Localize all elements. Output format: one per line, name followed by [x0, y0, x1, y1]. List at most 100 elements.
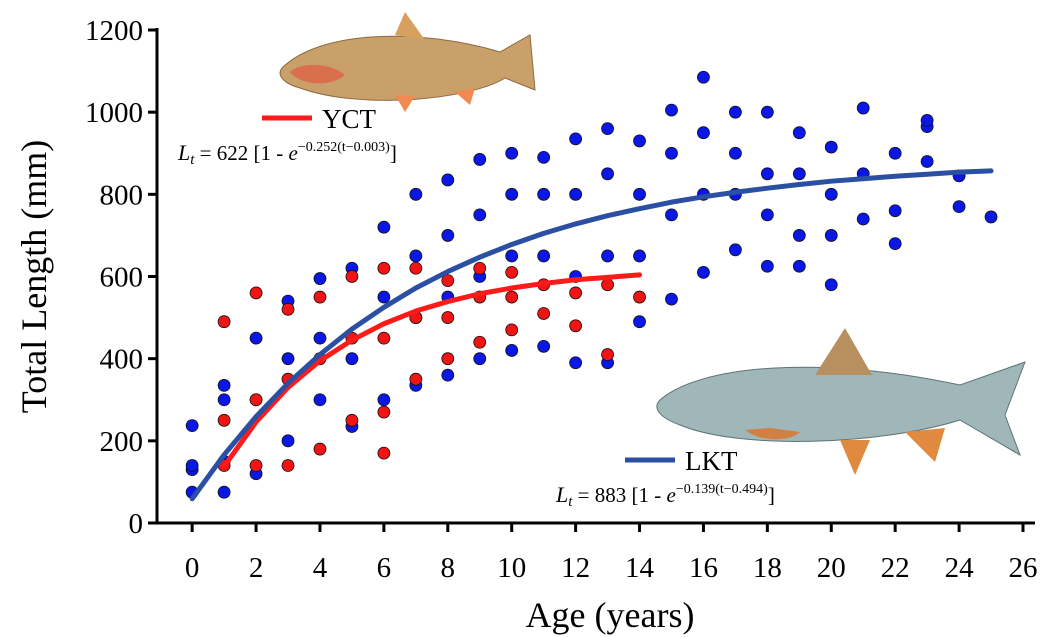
- x-tick-label: 6: [377, 552, 392, 584]
- data-point: [505, 344, 519, 357]
- data-point: [281, 302, 295, 316]
- x-axis-label: Age (years): [526, 595, 695, 635]
- data-point: [888, 237, 902, 251]
- data-point: [217, 393, 231, 407]
- data-point: [697, 126, 710, 140]
- data-point: [377, 393, 391, 407]
- x-tick-label: 24: [945, 552, 975, 584]
- data-point: [792, 167, 806, 181]
- data-point: [569, 356, 583, 370]
- equation-part: ]: [768, 483, 775, 507]
- x-tick-label: 22: [881, 552, 910, 584]
- data-point: [824, 278, 838, 292]
- data-point: [601, 167, 614, 181]
- data-point: [313, 442, 327, 456]
- data-point: [409, 187, 423, 201]
- data-point: [505, 146, 519, 160]
- data-point: [505, 323, 519, 337]
- equation: Lt = 883 [1 - e−0.139(t−0.494)]: [555, 482, 775, 510]
- fit-curve: [221, 272, 643, 469]
- data-point: [281, 352, 295, 366]
- data-point: [313, 272, 327, 285]
- data-point: [217, 378, 231, 392]
- data-point: [377, 290, 391, 304]
- x-tick-label: 14: [625, 552, 655, 584]
- data-point: [601, 122, 614, 136]
- x-tick-label: 8: [441, 552, 456, 584]
- data-point: [441, 311, 455, 324]
- data-point: [633, 290, 646, 304]
- data-point: [473, 208, 487, 222]
- data-point: [249, 286, 263, 300]
- data-point: [537, 307, 551, 320]
- data-point: [249, 459, 263, 472]
- data-point: [760, 208, 774, 222]
- data-point: [537, 249, 551, 263]
- equation-part: −0.252(t−0.003): [298, 140, 390, 155]
- data-point: [473, 335, 487, 349]
- equation-part: e: [667, 483, 676, 507]
- data-point: [569, 187, 583, 201]
- data-point: [952, 200, 966, 214]
- y-tick-label: 400: [100, 344, 144, 376]
- data-point: [505, 249, 519, 263]
- data-point: [537, 187, 551, 201]
- data-point: [888, 146, 902, 160]
- equation-part: e: [289, 141, 298, 165]
- y-tick-label: 600: [100, 262, 144, 294]
- y-tick-label: 200: [100, 426, 144, 458]
- legend-label: LKT: [685, 446, 738, 476]
- x-tick-label: 26: [1009, 552, 1038, 584]
- y-tick-label: 800: [100, 179, 144, 211]
- data-point: [601, 278, 614, 292]
- data-point: [217, 485, 231, 499]
- data-point: [537, 339, 551, 353]
- data-point: [792, 259, 806, 273]
- data-point: [633, 249, 646, 263]
- data-point: [281, 459, 295, 472]
- data-point: [760, 259, 774, 273]
- data-point: [217, 315, 231, 329]
- data-point: [728, 105, 742, 119]
- data-point: [377, 331, 391, 345]
- x-tick-label: 20: [817, 552, 846, 584]
- y-tick-label: 0: [129, 508, 144, 540]
- data-point: [377, 405, 391, 419]
- data-point: [760, 167, 774, 181]
- equation: Lt = 622 [1 - e−0.252(t−0.003)]: [177, 140, 397, 168]
- equation-part: = 622 [1 -: [194, 141, 288, 165]
- data-point: [633, 187, 646, 201]
- x-tick-label: 4: [313, 552, 328, 584]
- data-point: [281, 434, 295, 448]
- data-point: [537, 150, 551, 164]
- data-point: [249, 331, 263, 345]
- equation-part: t: [190, 152, 195, 168]
- data-point: [249, 393, 263, 407]
- data-point: [856, 212, 870, 226]
- data-point: [728, 146, 742, 160]
- y-axis-label: Total Length (mm): [14, 140, 54, 413]
- data-point: [473, 261, 487, 275]
- data-point: [888, 204, 902, 218]
- data-point: [633, 315, 646, 329]
- data-point: [633, 134, 646, 148]
- x-tick-label: 18: [753, 552, 782, 584]
- data-point: [697, 265, 710, 279]
- y-tick-label: 1000: [85, 97, 143, 129]
- data-point: [569, 132, 583, 146]
- data-point: [569, 319, 583, 333]
- data-point: [345, 270, 359, 283]
- data-point: [441, 368, 455, 382]
- data-point: [824, 187, 838, 201]
- data-point: [920, 155, 934, 168]
- data-point: [920, 113, 934, 127]
- equation-part: ]: [390, 141, 397, 165]
- fish-illustration: [279, 12, 1026, 475]
- data-point: [505, 187, 519, 201]
- data-point: [665, 292, 678, 306]
- data-point: [984, 210, 998, 224]
- data-point: [377, 220, 391, 234]
- data-point: [792, 126, 806, 140]
- data-point: [760, 105, 774, 119]
